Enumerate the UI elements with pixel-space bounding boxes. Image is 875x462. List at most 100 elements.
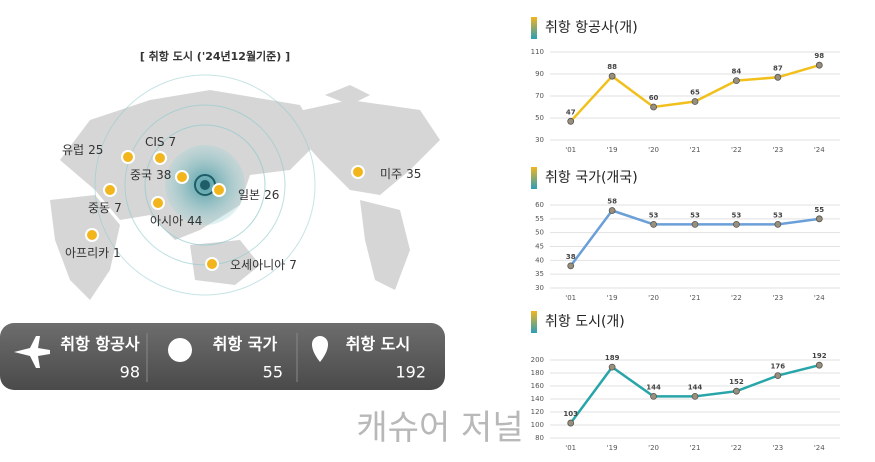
region-labels: 유럽 25 CIS 7 중국 38 일본 26 중동 7 아시아 44 미주 35 아프리카 1 오세아니아 7 — [62, 135, 421, 272]
y-tick-label: 40 — [535, 256, 544, 264]
data-point — [691, 392, 699, 400]
data-point — [774, 73, 782, 81]
y-tick-label: 35 — [535, 270, 544, 278]
city-marker — [175, 170, 189, 184]
line-chart: 취항 도시(개) 80 100 120 140 160 180 200 '01 '19 '20 '21… — [531, 311, 840, 452]
region-label: 아프리카 1 — [65, 246, 121, 260]
title-icon — [531, 167, 537, 189]
city-marker — [85, 228, 99, 242]
region-value: 35 — [406, 167, 421, 181]
chart-title: 취항 항공사(개) — [545, 20, 638, 36]
y-tick-label: 55 — [535, 215, 544, 223]
data-label: 55 — [814, 206, 824, 214]
data-label: 103 — [563, 410, 578, 418]
region-label: 유럽 25 — [62, 143, 103, 157]
pin-icon — [312, 336, 328, 362]
data-label: 87 — [773, 64, 783, 72]
data-point — [608, 207, 616, 214]
data-point — [567, 117, 575, 125]
data-label: 144 — [688, 383, 703, 391]
city-marker — [153, 151, 167, 165]
x-tick-label: '24 — [814, 294, 825, 302]
city-marker — [351, 165, 365, 179]
region-label: CIS 7 — [145, 135, 176, 149]
x-tick-label: '19 — [607, 146, 618, 154]
data-label: 53 — [732, 211, 742, 219]
title-icon — [531, 17, 537, 39]
region-value: 7 — [169, 135, 177, 149]
region-name: 아프리카 — [65, 246, 109, 260]
data-label: 152 — [729, 378, 744, 386]
chart-title: 취항 국가(개국) — [545, 170, 638, 186]
x-tick-label: '19 — [607, 444, 618, 452]
region-name: CIS — [145, 135, 165, 149]
x-tick-label: '01 — [565, 444, 576, 452]
data-label: 65 — [690, 89, 700, 97]
x-tick-label: '01 — [565, 294, 576, 302]
city-marker — [121, 150, 135, 164]
y-tick-label: 180 — [531, 369, 544, 377]
x-tick-label: '24 — [814, 444, 825, 452]
region-value: 26 — [264, 188, 279, 202]
region-name: 미주 — [380, 167, 402, 181]
x-tick-label: '20 — [648, 444, 659, 452]
y-tick-label: 110 — [531, 48, 544, 56]
summary-label: 취항 항공사 — [60, 335, 139, 354]
summary-bar — [0, 323, 445, 390]
y-tick-label: 70 — [535, 92, 544, 100]
region-name: 일본 — [238, 188, 260, 202]
city-marker — [205, 257, 219, 271]
region-name: 유럽 — [62, 143, 84, 157]
region-value: 44 — [187, 214, 202, 228]
data-label: 176 — [771, 363, 786, 371]
data-point — [733, 220, 740, 228]
x-tick-label: '23 — [772, 146, 783, 154]
x-tick-label: '24 — [814, 146, 825, 154]
globe-icon — [168, 338, 192, 362]
y-tick-label: 140 — [531, 395, 544, 403]
x-tick-label: '23 — [772, 444, 783, 452]
x-tick-label: '19 — [607, 294, 618, 302]
region-label: 오세아니아 7 — [230, 258, 297, 272]
charts: 취항 항공사(개) 30 50 70 90 110 '01 '19 '20 '21 '22 '23 '2… — [531, 17, 840, 452]
title-icon — [531, 311, 537, 333]
data-label: 60 — [649, 94, 659, 102]
region-value: 7 — [114, 201, 122, 215]
y-tick-label: 100 — [531, 421, 544, 429]
y-tick-label: 50 — [535, 229, 544, 237]
region-value: 1 — [113, 246, 121, 260]
region-name: 중국 — [130, 168, 152, 182]
data-point — [815, 361, 823, 369]
y-tick-label: 50 — [535, 114, 544, 122]
x-tick-label: '23 — [772, 294, 783, 302]
data-label: 88 — [607, 63, 617, 71]
data-label: 58 — [607, 198, 617, 206]
data-point — [815, 61, 823, 69]
region-label: 아시아 44 — [150, 214, 202, 228]
city-marker — [212, 183, 226, 197]
data-label: 53 — [690, 211, 700, 219]
summary: 취항 항공사 98 취항 국가 55 취항 도시 192 — [60, 335, 426, 382]
region-label: 일본 26 — [238, 188, 279, 202]
data-point — [815, 215, 823, 223]
x-tick-label: '20 — [648, 146, 659, 154]
x-tick-label: '22 — [731, 444, 742, 452]
summary-icons — [14, 333, 328, 382]
data-point — [774, 372, 782, 380]
data-point — [650, 103, 657, 111]
region-label: 미주 35 — [380, 167, 421, 181]
data-label: 98 — [814, 52, 824, 60]
watermark: 캐슈어 저널 — [356, 408, 523, 448]
region-value: 25 — [88, 143, 103, 157]
city-marker — [151, 196, 165, 210]
data-label: 192 — [812, 352, 827, 360]
plane-icon — [14, 336, 50, 368]
region-value: 38 — [156, 168, 171, 182]
data-point — [650, 392, 657, 400]
region-name: 아시아 — [150, 214, 183, 228]
data-label: 84 — [732, 68, 742, 76]
data-point — [774, 220, 782, 228]
y-tick-label: 45 — [535, 243, 544, 251]
y-tick-label: 160 — [531, 382, 544, 390]
data-point — [691, 98, 699, 105]
